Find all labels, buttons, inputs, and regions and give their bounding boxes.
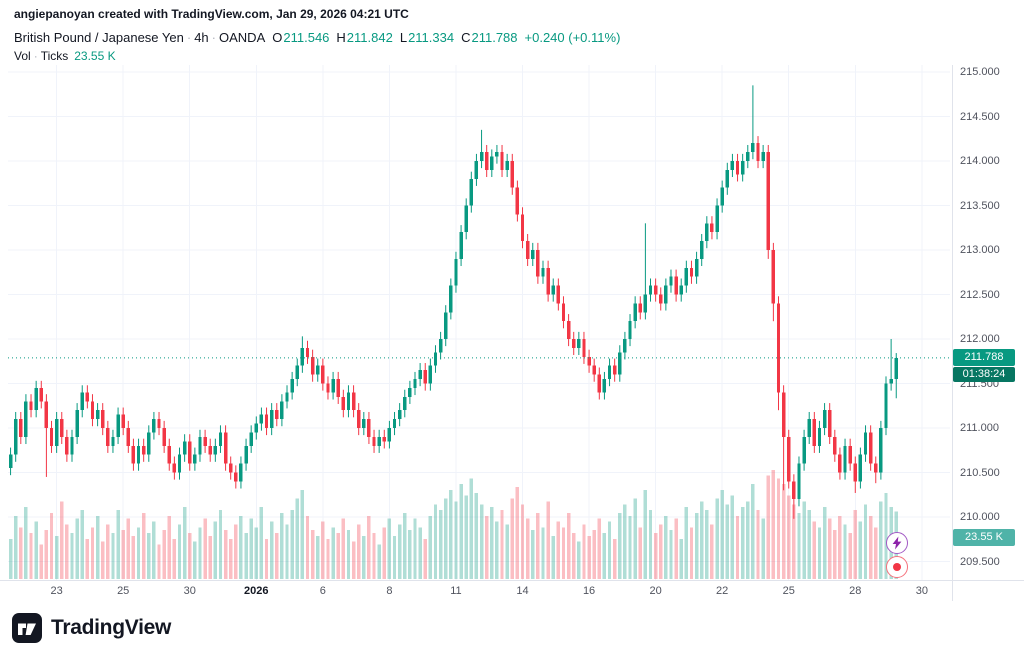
price-tick-label: 209.500 <box>960 555 1000 568</box>
high-label: H <box>336 30 346 45</box>
symbol-title[interactable]: British Pound / Japanese Yen <box>14 30 184 45</box>
volume-type-label: Ticks <box>40 49 69 63</box>
time-tick-label: 25 <box>117 585 130 597</box>
open-label: O <box>272 30 283 45</box>
time-tick-label: 30 <box>915 585 928 597</box>
low-label: L <box>399 30 408 45</box>
close-label: C <box>461 30 471 45</box>
volume-value: 23.55 K <box>74 49 116 63</box>
time-tick-label: 11 <box>450 585 462 597</box>
footer-brand-link[interactable]: TradingView <box>12 613 171 643</box>
price-tick-label: 213.000 <box>960 244 1000 256</box>
volume-axis-badge: 23.55 K <box>953 529 1015 546</box>
price-tick-label: 213.500 <box>960 199 1000 212</box>
change-value: +0.240 (+0.11%) <box>524 30 621 45</box>
time-tick-label: 2026 <box>244 585 269 597</box>
time-tick-label: 25 <box>782 585 795 597</box>
price-tick-label: 211.000 <box>960 422 999 434</box>
time-tick-label: 8 <box>386 585 393 597</box>
boost-button[interactable] <box>886 532 908 554</box>
attribution-text: angiepanoyan created with TradingView.co… <box>14 7 409 21</box>
interval-label[interactable]: 4h <box>194 30 209 45</box>
chart-plot-area[interactable] <box>0 65 952 580</box>
close-value: 211.788 <box>471 30 518 45</box>
time-tick-label: 23 <box>50 585 63 597</box>
time-axis[interactable]: 23 25 30 2026 6 8 11 14 16 20 22 25 28 30 <box>0 580 1024 602</box>
time-tick-label: 22 <box>716 585 729 597</box>
price-tick-label: 212.000 <box>960 333 1000 345</box>
bar-countdown-badge: 01:38:24 <box>953 367 1015 382</box>
time-tick-label: 30 <box>183 585 196 597</box>
high-value: 211.842 <box>346 30 393 45</box>
chart-legend: British Pound / Japanese Yen · 4h · OANDA O21… <box>14 30 620 63</box>
separator-dot: · <box>211 30 217 45</box>
record-dot-icon <box>893 563 901 571</box>
time-tick-label: 28 <box>849 585 862 597</box>
time-tick-label: 14 <box>516 585 529 597</box>
exchange-label[interactable]: OANDA <box>219 30 266 45</box>
lightning-icon <box>892 536 902 550</box>
brand-name: TradingView <box>51 616 172 639</box>
separator-dot: · <box>33 49 38 63</box>
legend-volume-row: Vol · Ticks 23.55 K <box>14 49 620 63</box>
tradingview-logo-icon <box>12 613 42 643</box>
price-tick-label: 210.500 <box>960 466 1000 479</box>
record-button[interactable] <box>886 556 908 578</box>
time-tick-label: 6 <box>319 585 326 597</box>
price-tick-label: 214.500 <box>960 110 1000 123</box>
price-axis[interactable]: 215.000 214.500 214.000 213.500 213.000 212.5… <box>952 65 1024 601</box>
time-tick-label: 20 <box>649 585 662 597</box>
open-value: 211.546 <box>283 30 330 45</box>
time-tick-label: 16 <box>582 585 596 597</box>
last-price-badge: 211.788 <box>953 349 1015 366</box>
separator-dot: · <box>186 30 192 45</box>
price-tick-label: 214.000 <box>960 155 1000 167</box>
candlestick-chart-canvas <box>8 65 950 580</box>
price-tick-label: 212.500 <box>960 288 1000 301</box>
legend-main-row: British Pound / Japanese Yen · 4h · OANDA O21… <box>14 30 620 45</box>
price-tick-label: 210.000 <box>960 511 1000 523</box>
price-tick-label: 215.000 <box>960 66 1000 78</box>
low-value: 211.334 <box>408 30 455 45</box>
volume-label[interactable]: Vol <box>14 49 31 63</box>
